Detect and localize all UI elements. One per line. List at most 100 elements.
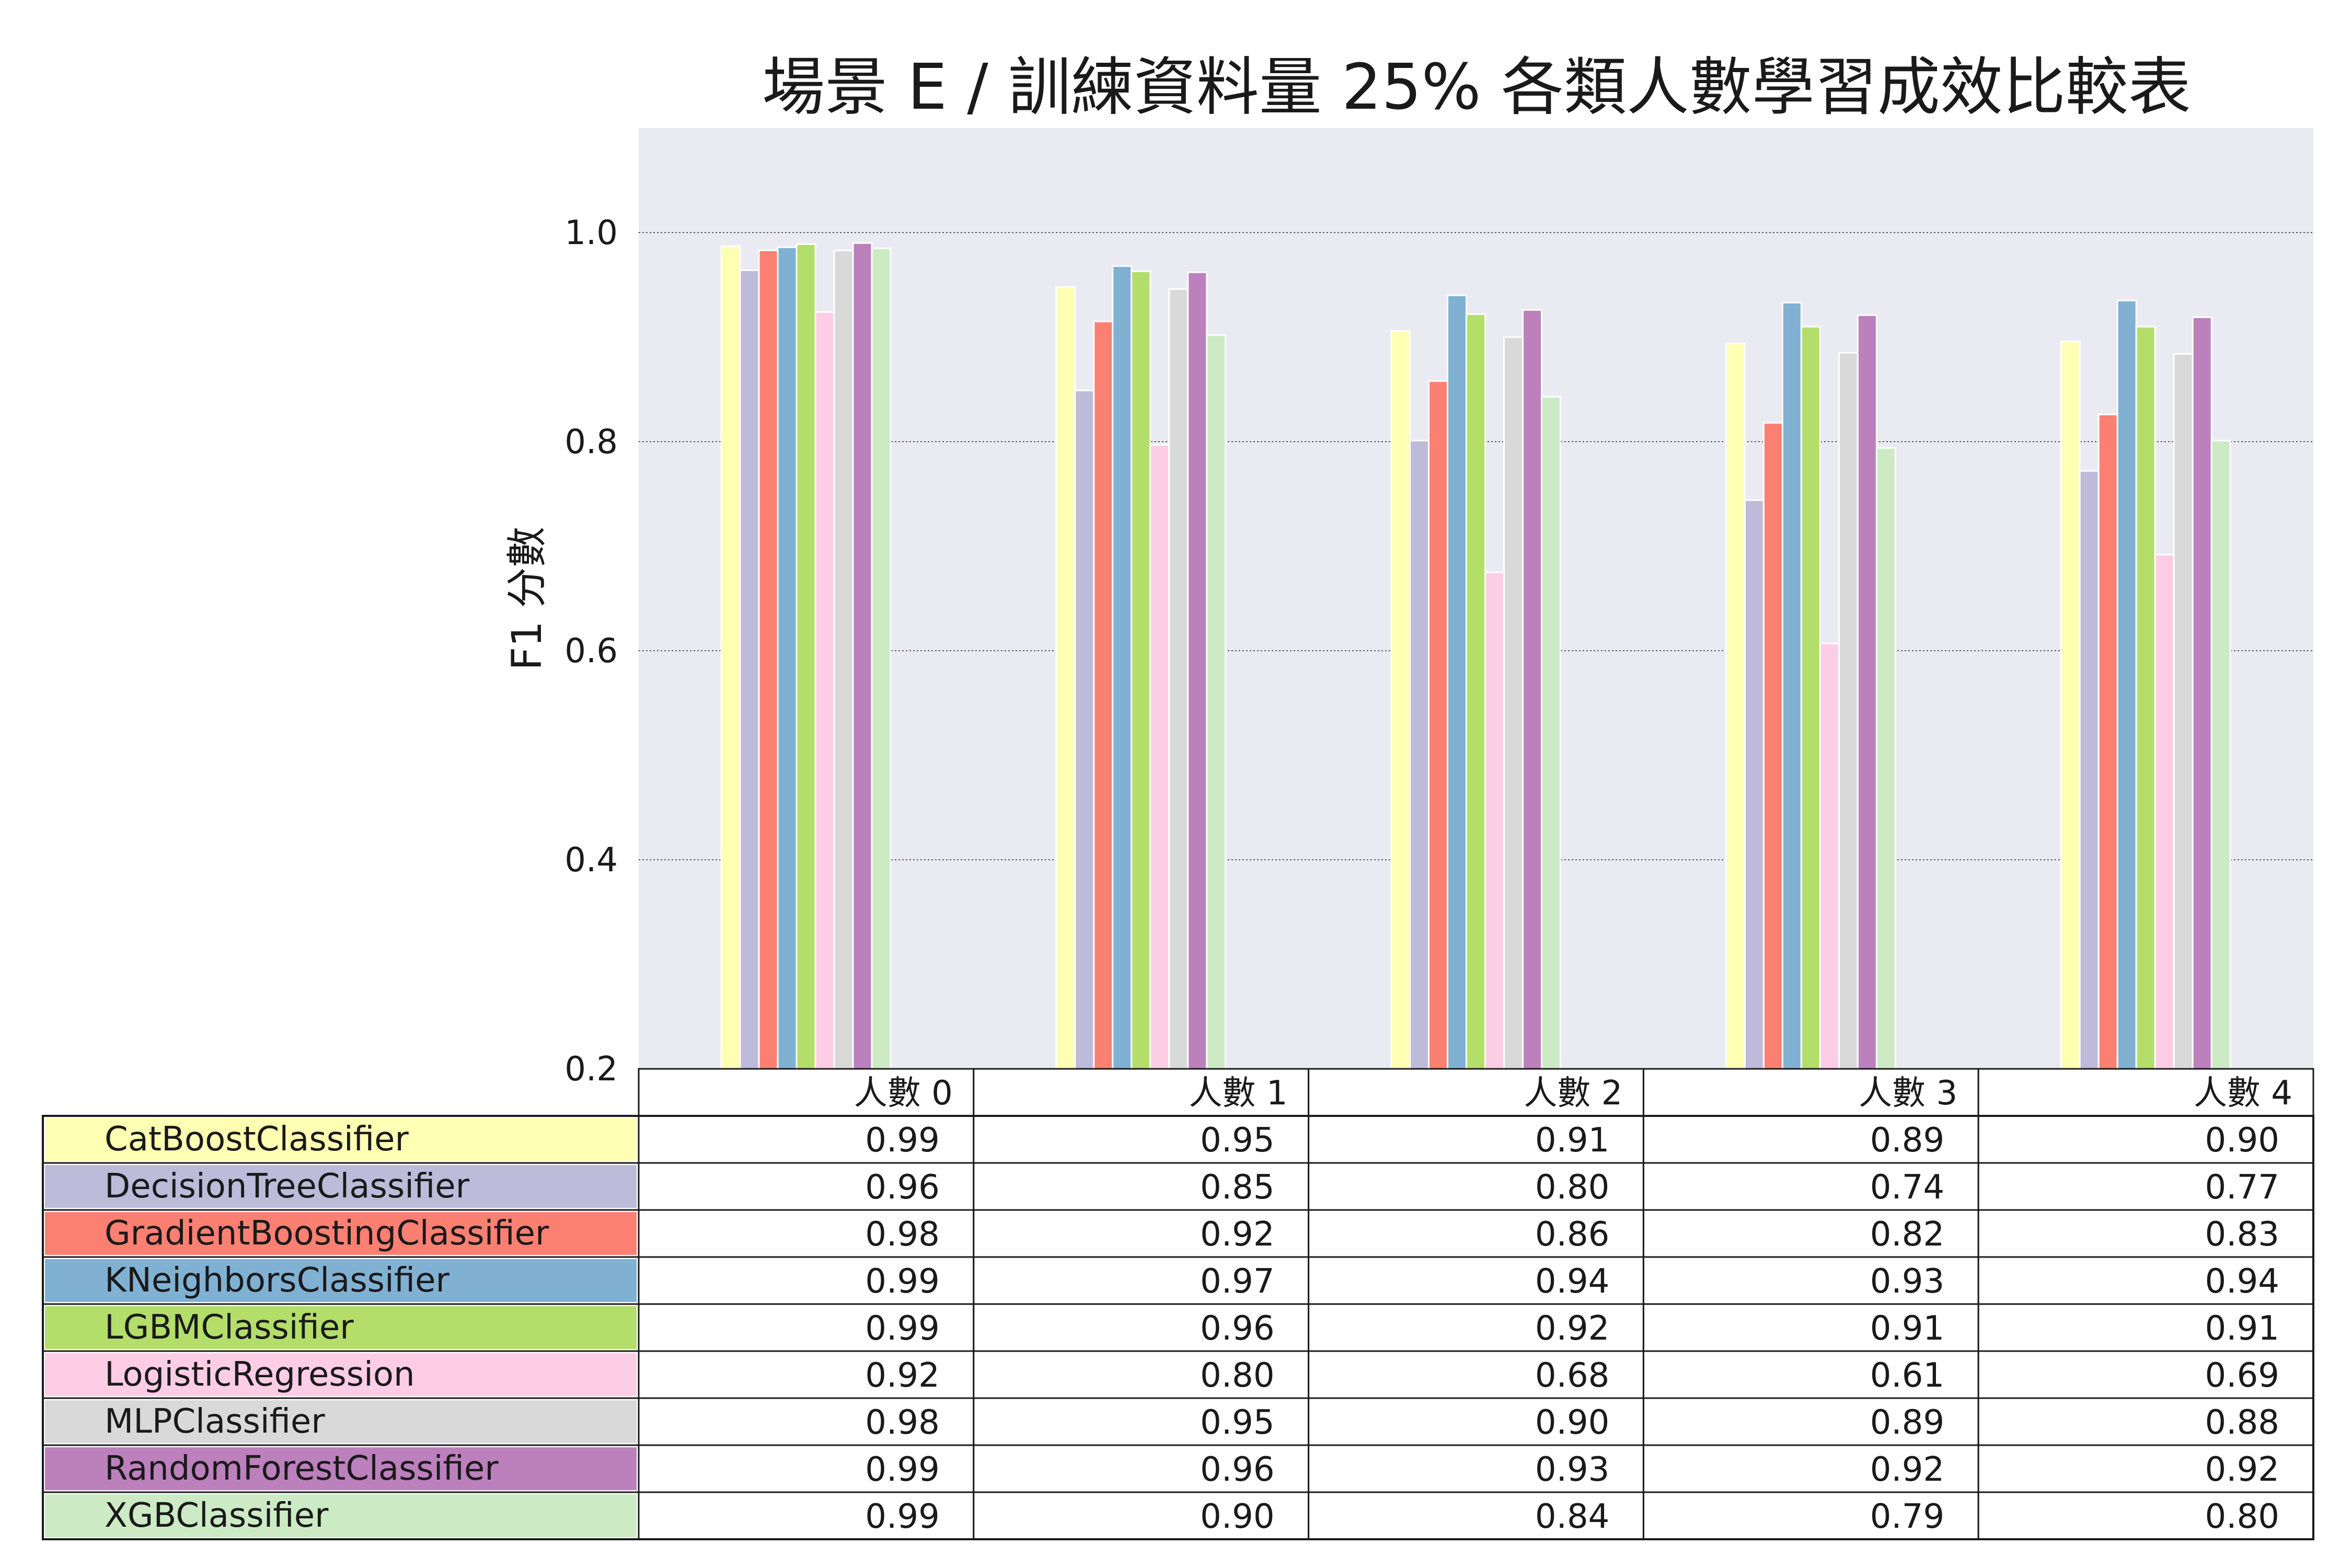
bar [1838, 352, 1859, 1070]
table-column-header: 人數 1 [1189, 1074, 1288, 1113]
table-row-label: LogisticRegression [105, 1355, 415, 1394]
table-cell-value: 0.86 [1535, 1215, 1610, 1254]
table-cell-value: 0.92 [865, 1356, 940, 1395]
bar [1206, 334, 1227, 1070]
table-cell-value: 0.88 [2205, 1403, 2280, 1442]
table-row-label: DecisionTreeClassifier [105, 1167, 470, 1206]
y-axis-label: F1 分數 [504, 526, 551, 670]
bar [1390, 330, 1411, 1070]
bar [1800, 326, 1821, 1070]
bar [1857, 314, 1877, 1070]
table-cell [1977, 1162, 2314, 1211]
table-row-label: GradientBoostingClassifier [105, 1214, 549, 1253]
bar [1093, 320, 1114, 1070]
bar [1522, 309, 1543, 1070]
table-cell [1642, 1162, 1979, 1211]
table-cell-value: 0.96 [1200, 1450, 1275, 1489]
bar [1074, 389, 1095, 1070]
table-header-cell [1642, 1068, 1979, 1117]
table-cell-value: 0.90 [2205, 1121, 2280, 1160]
table-cell-value: 0.92 [1200, 1215, 1275, 1254]
bar [2154, 554, 2175, 1070]
table-cell-value: 0.93 [1535, 1450, 1610, 1489]
table-cell [1642, 1256, 1979, 1305]
table-cell-value: 0.82 [1870, 1215, 1945, 1254]
y-tick-label: 0.6 [564, 632, 618, 671]
table-cell-value: 0.95 [1200, 1121, 1275, 1160]
legend-swatch [45, 1306, 637, 1349]
bar [2079, 470, 2100, 1070]
table-cell [1308, 1162, 1644, 1211]
table-cell-value: 0.61 [1870, 1356, 1945, 1395]
legend-swatch [45, 1494, 637, 1537]
table-cell-value: 0.98 [865, 1403, 940, 1442]
bar [2135, 326, 2156, 1070]
table-cell-value: 0.99 [865, 1262, 940, 1301]
table-cell-value: 0.92 [2205, 1450, 2280, 1489]
bar [795, 243, 816, 1070]
table-cell-value: 0.98 [865, 1215, 940, 1254]
bar [852, 242, 873, 1070]
bar [1112, 265, 1133, 1070]
table-cell [1308, 1209, 1644, 1258]
bar [833, 249, 854, 1070]
table-row-label: LGBMClassifier [105, 1308, 354, 1347]
table-cell [1308, 1397, 1644, 1446]
table-cell-value: 0.89 [1870, 1121, 1945, 1160]
y-tick-label: 0.4 [564, 841, 618, 880]
legend-swatch [45, 1447, 637, 1490]
bar [1484, 571, 1505, 1070]
bar [2060, 340, 2081, 1070]
chart-title: 場景 E / 訓練資料量 25% 各類人數學習成效比較表 [762, 51, 2191, 124]
table-cell [1977, 1444, 2314, 1493]
table-cell-value: 0.89 [1870, 1403, 1945, 1442]
bar [1055, 286, 1076, 1070]
table-cell [1642, 1303, 1979, 1352]
legend-swatch [45, 1259, 637, 1302]
table-row-label: CatBoostClassifier [105, 1120, 409, 1159]
table-cell [638, 1162, 975, 1211]
table-cell-value: 0.99 [865, 1497, 940, 1536]
table-cell-value: 0.95 [1200, 1403, 1275, 1442]
bar [777, 246, 798, 1070]
bar [2210, 440, 2231, 1070]
table-cell-value: 0.91 [1535, 1121, 1610, 1160]
table-cell [973, 1444, 1310, 1493]
table-column-header: 人數 3 [1859, 1074, 1957, 1113]
table-cell-value: 0.83 [2205, 1215, 2280, 1254]
table-row-label: XGBClassifier [105, 1496, 329, 1535]
bar [2173, 353, 2194, 1070]
table-cell-value: 0.91 [2205, 1309, 2280, 1348]
y-tick-label: 0.2 [564, 1050, 618, 1089]
table-cell [1977, 1350, 2314, 1399]
table-cell-value: 0.80 [1535, 1168, 1610, 1207]
table-cell-value: 0.80 [1200, 1356, 1275, 1395]
table-column-header: 人數 0 [854, 1074, 953, 1113]
table-cell-value: 0.99 [865, 1121, 940, 1160]
bar [2192, 316, 2212, 1070]
legend-swatch [45, 1212, 637, 1255]
table-cell-value: 0.92 [1535, 1309, 1610, 1348]
bars [720, 242, 2231, 1070]
table-cell [638, 1256, 975, 1305]
table-cell [973, 1256, 1310, 1305]
table-cell [638, 1491, 975, 1540]
table-cell [638, 1350, 975, 1399]
legend-swatch [45, 1165, 637, 1208]
table-cell-value: 0.94 [1535, 1262, 1610, 1301]
table-cell [1977, 1303, 2314, 1352]
bar [1541, 396, 1562, 1070]
bar [1428, 380, 1449, 1070]
legend-swatch [45, 1118, 637, 1161]
table-cell-value: 0.79 [1870, 1497, 1945, 1536]
table-cell-value: 0.80 [2205, 1497, 2280, 1536]
table-cell [1977, 1491, 2314, 1540]
table-border [42, 1115, 2314, 1540]
table-cell-value: 0.85 [1200, 1168, 1275, 1207]
y-ticks: 0.2 0.4 0.6 0.8 1.0 [564, 214, 618, 1089]
table-cell [973, 1350, 1310, 1399]
table-row-label: RandomForestClassifier [105, 1449, 499, 1488]
table-row-label: KNeighborsClassifier [105, 1261, 449, 1300]
bar [1503, 336, 1524, 1070]
bar [2097, 413, 2118, 1070]
